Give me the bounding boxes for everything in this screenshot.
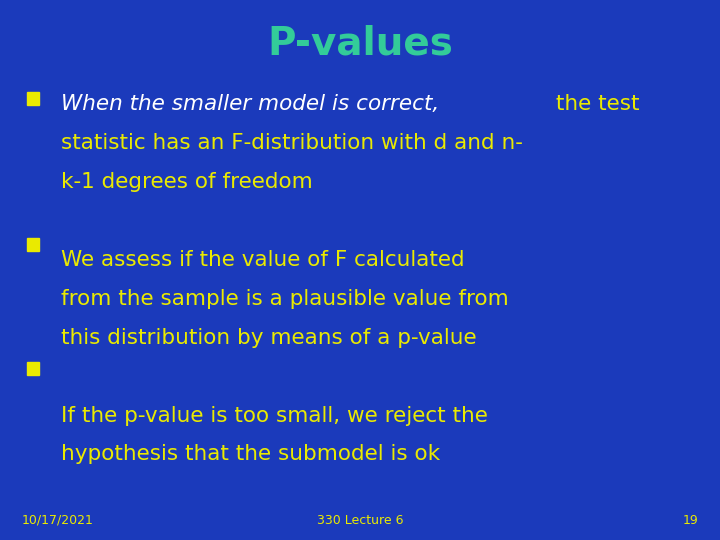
Text: hypothesis that the submodel is ok: hypothesis that the submodel is ok bbox=[61, 444, 441, 464]
Text: When the smaller model is correct,: When the smaller model is correct, bbox=[61, 94, 439, 114]
Text: 10/17/2021: 10/17/2021 bbox=[22, 514, 94, 526]
Text: If the p-value is too small, we reject the: If the p-value is too small, we reject t… bbox=[61, 406, 488, 426]
Text: from the sample is a plausible value from: from the sample is a plausible value fro… bbox=[61, 289, 509, 309]
Text: this distribution by means of a p-value: this distribution by means of a p-value bbox=[61, 328, 477, 348]
FancyBboxPatch shape bbox=[27, 92, 39, 105]
Text: the test: the test bbox=[549, 94, 640, 114]
FancyBboxPatch shape bbox=[27, 238, 39, 251]
Text: We assess if the value of F calculated: We assess if the value of F calculated bbox=[61, 250, 465, 270]
Text: 330 Lecture 6: 330 Lecture 6 bbox=[317, 514, 403, 526]
Text: statistic has an F-distribution with d and n-: statistic has an F-distribution with d a… bbox=[61, 133, 523, 153]
Text: 19: 19 bbox=[683, 514, 698, 526]
Text: k-1 degrees of freedom: k-1 degrees of freedom bbox=[61, 172, 313, 192]
Text: P-values: P-values bbox=[267, 24, 453, 62]
FancyBboxPatch shape bbox=[27, 362, 39, 375]
